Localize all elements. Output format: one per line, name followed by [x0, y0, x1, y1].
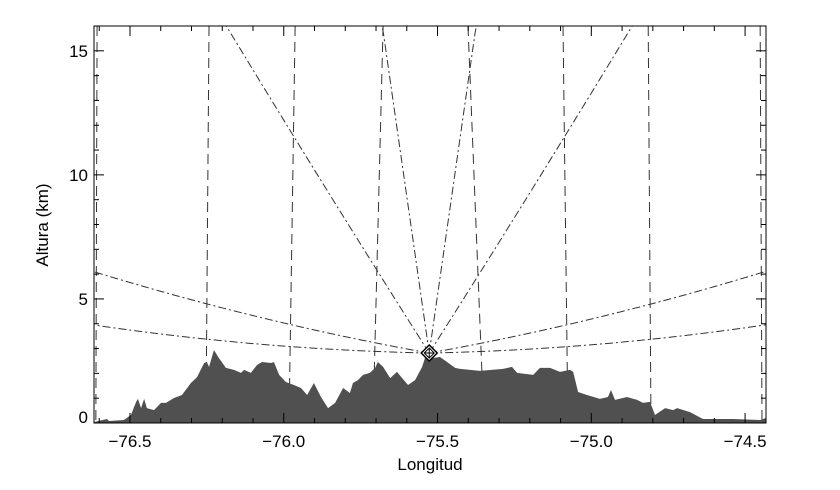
x-tick-label: −75.0	[570, 432, 613, 451]
beam-west	[94, 271, 430, 354]
y-tick-label: 15	[69, 42, 88, 61]
dashed-range-line	[562, 25, 569, 424]
beam-west	[94, 324, 430, 354]
radar-plus-icon	[424, 348, 435, 359]
dashed-range-line	[205, 25, 210, 424]
dashed-range-line	[467, 25, 485, 424]
x-tick-label: −74.5	[724, 432, 767, 451]
x-axis-label: Longitud	[397, 455, 462, 474]
beam-east	[428, 25, 477, 354]
radar-inner-diamond-icon	[423, 347, 435, 359]
x-tick-label: −76.0	[262, 432, 305, 451]
x-tick-label: −75.5	[416, 432, 459, 451]
y-tick-label: 0	[79, 408, 88, 427]
beam-east	[429, 270, 766, 354]
dashed-range-line	[372, 25, 384, 424]
beam-east	[429, 324, 766, 354]
y-tick-label: 10	[69, 166, 88, 185]
beam-west	[381, 25, 430, 354]
dashed-range-line	[288, 25, 296, 424]
dashed-range-line	[647, 25, 652, 424]
x-tick-label: −76.5	[108, 432, 151, 451]
beam-east	[428, 25, 633, 354]
beam-west	[225, 25, 430, 354]
y-tick-label: 5	[79, 290, 88, 309]
terrain-area	[94, 350, 766, 423]
y-axis-label: Altura (km)	[33, 183, 52, 266]
